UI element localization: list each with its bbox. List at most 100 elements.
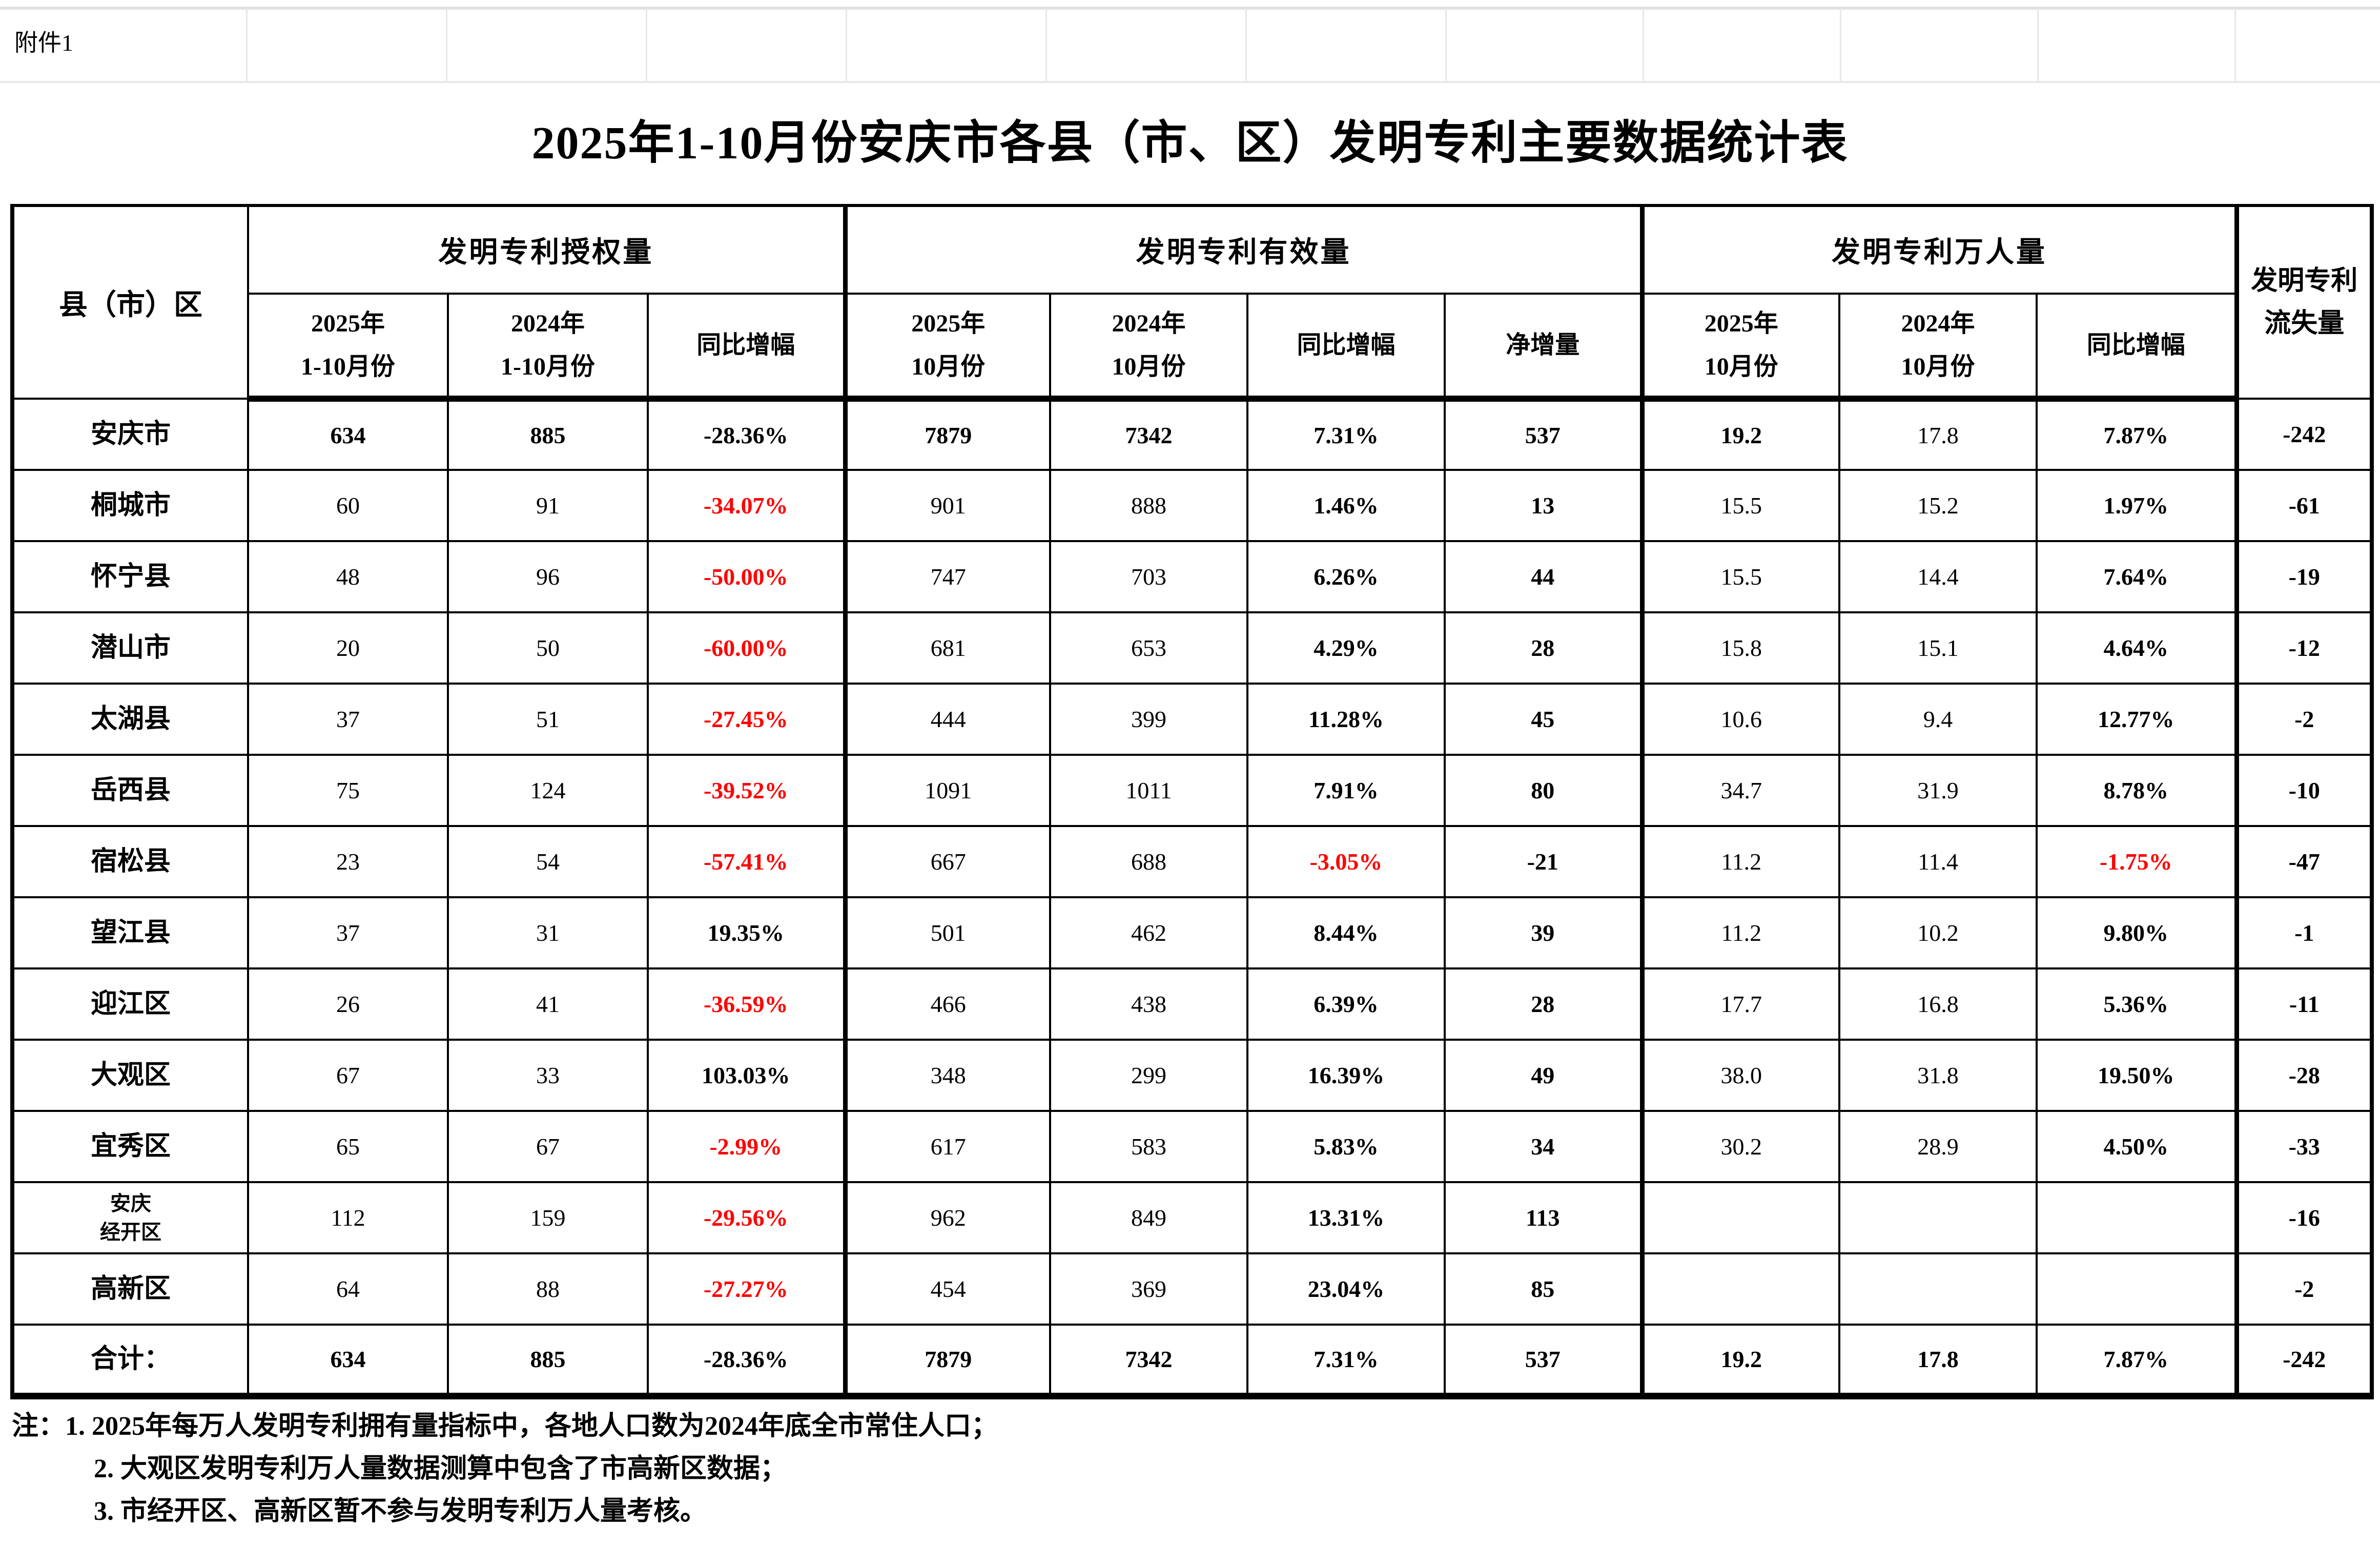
cell: 23.04% — [1246, 1252, 1446, 1326]
cell: 103.03% — [646, 1039, 848, 1112]
row-label: 安庆 经开区 — [11, 1181, 249, 1254]
subheader-yoy-growth: 同比增幅 — [1246, 293, 1446, 402]
cell: -57.41% — [646, 825, 848, 898]
cell: 28.9 — [1838, 1110, 2038, 1183]
cell: 51 — [447, 683, 649, 756]
table-row-7: 望江县 37 31 19.35% 501 462 8.44% 39 11.2 10.2 9.80% -… — [11, 896, 2373, 969]
cell — [2036, 1252, 2239, 1326]
subheader-2025-october: 2025年 10月份 — [844, 293, 1052, 402]
spreadsheet-gridline-vertical — [1643, 8, 1644, 83]
table-row-4: 太湖县 37 51 -27.45% 444 399 11.28% 45 10.6 9.4 12.77… — [11, 683, 2373, 756]
footnote-line: 2. 大观区发明专利万人量数据测算中包含了市高新区数据； — [94, 1454, 787, 1483]
cell: 45 — [1444, 683, 1645, 756]
cell: 19.35% — [646, 896, 848, 969]
cell: 11.2 — [1641, 825, 1841, 898]
cell: 26 — [247, 967, 449, 1041]
cell: 60 — [247, 469, 449, 542]
cell: 1.97% — [2036, 469, 2239, 542]
cell: -21 — [1444, 825, 1645, 898]
cell: 14.4 — [1838, 540, 2038, 613]
cell: -28.36% — [646, 1324, 848, 1397]
cell: 15.5 — [1641, 469, 1841, 542]
cell: 17.7 — [1641, 967, 1841, 1041]
cell: 885 — [447, 1324, 649, 1397]
cell: 653 — [1049, 611, 1249, 685]
cell: -28 — [2235, 1039, 2373, 1112]
cell: 7879 — [844, 398, 1052, 471]
footnote-line: 注：1. 2025年每万人发明专利拥有量指标中，各地人口数为2024年底全市常住… — [12, 1412, 998, 1441]
cell: -29.56% — [646, 1181, 848, 1254]
cell — [1838, 1181, 2038, 1254]
table-row-12: 高新区 64 88 -27.27% 454 369 23.04% 85 -2 — [11, 1252, 2373, 1326]
cell: -61 — [2235, 469, 2373, 542]
cell: -50.00% — [646, 540, 848, 613]
cell: -2 — [2235, 1252, 2373, 1326]
cell: 48 — [247, 540, 449, 613]
cell: 28 — [1444, 967, 1645, 1041]
cell: 9.80% — [2036, 896, 2239, 969]
cell: 13.31% — [1246, 1181, 1446, 1254]
cell: 44 — [1444, 540, 1645, 613]
cell: 454 — [844, 1252, 1052, 1326]
cell: 91 — [447, 469, 649, 542]
cell: 159 — [447, 1181, 649, 1254]
cell: 15.1 — [1838, 611, 2038, 685]
cell: 8.78% — [2036, 754, 2239, 827]
cell: 41 — [447, 967, 649, 1041]
cell: 50 — [447, 611, 649, 685]
cell: 54 — [447, 825, 649, 898]
cell: 299 — [1049, 1039, 1249, 1112]
cell: -34.07% — [646, 469, 848, 542]
cell: 634 — [247, 1324, 449, 1397]
row-label: 怀宁县 — [11, 540, 249, 613]
cell: 28 — [1444, 611, 1645, 685]
cell: 4.29% — [1246, 611, 1446, 685]
cell: 4.50% — [2036, 1110, 2239, 1183]
subheader-2025-jan-oct: 2025年 1-10月份 — [247, 293, 449, 402]
cell: 64 — [247, 1252, 449, 1326]
cell: 583 — [1049, 1110, 1249, 1183]
cell: 15.5 — [1641, 540, 1841, 613]
row-label: 迎江区 — [11, 967, 249, 1041]
cell: -10 — [2235, 754, 2373, 827]
cell: 7.87% — [2036, 398, 2239, 471]
cell: 5.36% — [2036, 967, 2239, 1041]
cell: -1 — [2235, 896, 2373, 969]
cell: 501 — [844, 896, 1052, 969]
table-row-9: 大观区 67 33 103.03% 348 299 16.39% 49 38.0 31.8 19.5… — [11, 1039, 2373, 1112]
cell: 369 — [1049, 1252, 1249, 1326]
row-label: 大观区 — [11, 1039, 249, 1112]
cell: 15.2 — [1838, 469, 2038, 542]
table-row-1: 桐城市 60 91 -34.07% 901 888 1.46% 13 15.5 15.2 1.97%… — [11, 469, 2373, 542]
cell: 10.2 — [1838, 896, 2038, 969]
cell: 1011 — [1049, 754, 1249, 827]
cell: -39.52% — [646, 754, 848, 827]
cell: 537 — [1444, 1324, 1645, 1397]
header-patent-loss: 发明专利 流失量 — [2235, 204, 2373, 400]
cell — [1641, 1181, 1841, 1254]
cell: 688 — [1049, 825, 1249, 898]
header-region-column: 县（市）区 — [11, 204, 249, 400]
cell: 20 — [247, 611, 449, 685]
subheader-net-increase: 净增量 — [1444, 293, 1645, 402]
cell: 885 — [447, 398, 649, 471]
table-row-total: 合计： 634 885 -28.36% 7879 7342 7.31% 537 19.2 17.8… — [11, 1324, 2373, 1397]
cell: 80 — [1444, 754, 1645, 827]
cell: 19.2 — [1641, 398, 1841, 471]
cell: 112 — [247, 1181, 449, 1254]
row-label: 潜山市 — [11, 611, 249, 685]
cell: 31.8 — [1838, 1039, 2038, 1112]
cell: 7.91% — [1246, 754, 1446, 827]
cell: 6.39% — [1246, 967, 1446, 1041]
cell: 634 — [247, 398, 449, 471]
cell: 962 — [844, 1181, 1052, 1254]
cell: 1.46% — [1246, 469, 1446, 542]
cell: 7.87% — [2036, 1324, 2239, 1397]
spreadsheet-gridline-vertical — [446, 8, 447, 83]
cell: 39 — [1444, 896, 1645, 969]
spreadsheet-gridline-vertical — [646, 8, 647, 83]
cell: 15.8 — [1641, 611, 1841, 685]
row-label: 望江县 — [11, 896, 249, 969]
cell: 8.44% — [1246, 896, 1446, 969]
cell: 19.2 — [1641, 1324, 1841, 1397]
